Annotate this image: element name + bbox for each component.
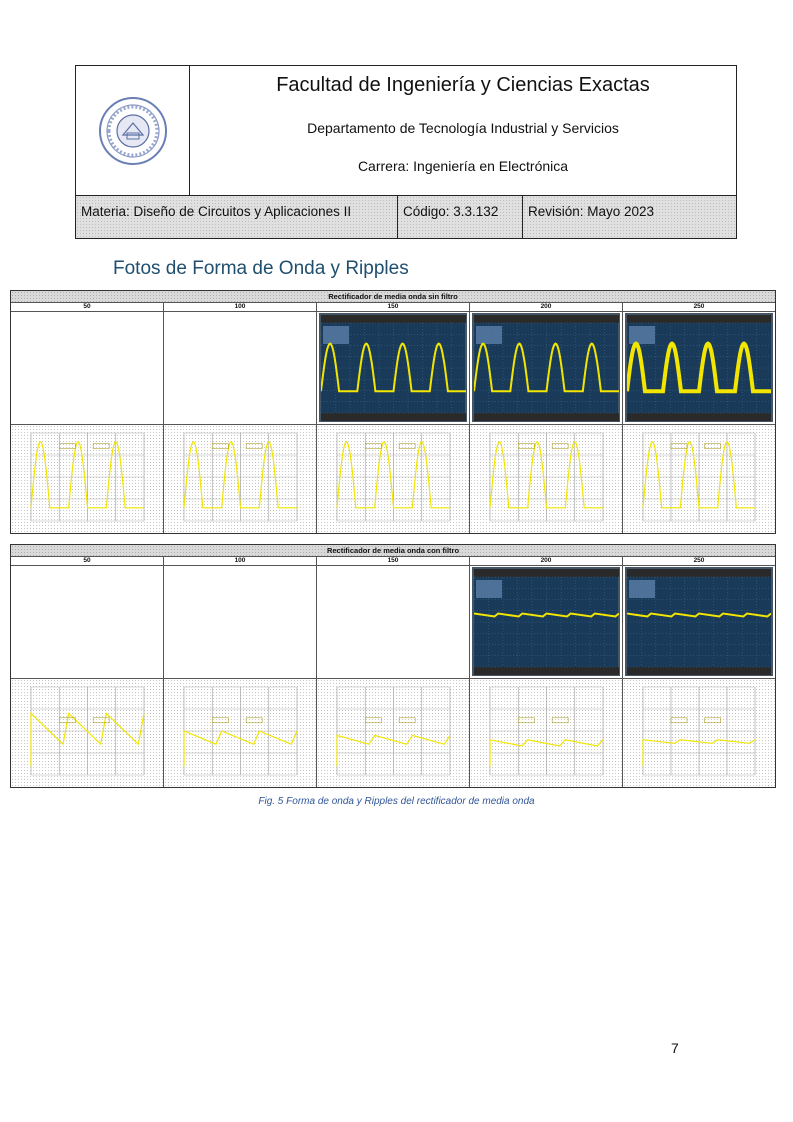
simulation-plot-cell — [317, 425, 470, 533]
oscilloscope-photo — [472, 313, 620, 422]
simulation-plot — [336, 432, 451, 522]
simulation-plot — [489, 432, 604, 522]
simulation-plot-cell — [623, 679, 775, 787]
logo-cell — [76, 66, 190, 195]
table-title: Rectificador de media onda con filtro — [11, 545, 775, 557]
simulation-trace — [489, 441, 603, 509]
subject-label: Materia: Diseño de Circuitos y Aplicacio… — [76, 196, 398, 238]
column-header-100: 100 — [164, 556, 317, 565]
simulation-trace — [642, 440, 755, 509]
oscilloscope-screen — [625, 315, 771, 421]
scope-photo-cell — [11, 311, 164, 425]
document-header: Facultad de Ingeniería y Ciencias Exacta… — [75, 65, 737, 239]
waveform-table-with-filter: Rectificador de media onda con filtro 50… — [10, 544, 776, 788]
simulation-plot-cell — [164, 679, 317, 787]
simulation-plot-cell — [11, 679, 164, 787]
scope-photo-cell — [317, 311, 470, 425]
scope-photo-cell — [164, 565, 317, 679]
simulation-trace — [336, 734, 451, 767]
simulation-plot-cell — [623, 425, 775, 533]
table-title: Rectificador de media onda sin filtro — [11, 291, 775, 303]
scope-photo-cell — [470, 565, 623, 679]
waveform-table-no-filter: Rectificador de media onda sin filtro 50… — [10, 290, 776, 534]
scope-photo-cell — [623, 565, 775, 679]
simulation-trace — [183, 730, 298, 767]
simulation-plot — [183, 686, 298, 776]
figure-caption: Fig. 5 Forma de onda y Ripples del recti… — [258, 796, 535, 807]
column-header-250: 250 — [693, 303, 705, 310]
scope-photo-cell — [11, 565, 164, 679]
university-seal-icon — [98, 96, 167, 165]
simulation-plot-cell — [164, 425, 317, 533]
simulation-trace — [30, 711, 145, 767]
simulation-trace — [30, 441, 144, 509]
simulation-plot — [30, 686, 145, 776]
column-header-150: 150 — [317, 556, 470, 565]
column-headers: 50 100 150 200 250 — [11, 556, 775, 566]
simulation-plot — [336, 686, 451, 776]
column-header-150: 150 — [317, 302, 470, 311]
code-label: Código: 3.3.132 — [398, 196, 523, 238]
simulation-plot — [30, 432, 145, 522]
simulation-plot — [183, 432, 298, 522]
column-header-200: 200 — [470, 302, 623, 311]
simulation-plot — [642, 432, 756, 522]
simulation-plot-cell — [470, 425, 623, 533]
simulation-plot-cell — [470, 679, 623, 787]
scope-photo-cell — [317, 565, 470, 679]
column-header-200: 200 — [470, 556, 623, 565]
career-name: Carrera: Ingeniería en Electrónica — [357, 158, 569, 174]
simulation-trace — [489, 739, 604, 767]
simulation-plot-cell — [11, 425, 164, 533]
institution-title: Facultad de Ingeniería y Ciencias Exacta… — [276, 74, 650, 96]
column-header-250: 250 — [693, 557, 705, 564]
oscilloscope-screen — [626, 569, 772, 675]
column-header-50: 50 — [11, 302, 164, 311]
page-number: 7 — [671, 1040, 679, 1056]
scope-photo-cell — [623, 311, 775, 425]
simulation-plot-cell — [317, 679, 470, 787]
section-title: Fotos de Forma de Onda y Ripples — [113, 258, 409, 279]
header-title-cell: Facultad de Ingeniería y Ciencias Exacta… — [190, 66, 736, 195]
simulation-plot — [642, 686, 756, 776]
column-header-100: 100 — [164, 302, 317, 311]
oscilloscope-photo — [319, 313, 467, 422]
oscilloscope-photo — [472, 567, 620, 676]
oscilloscope-screen — [473, 315, 620, 421]
simulation-trace — [642, 739, 756, 767]
header-info-row: Materia: Diseño de Circuitos y Aplicacio… — [76, 195, 736, 238]
scope-photo-cell — [164, 311, 317, 425]
revision-label: Revisión: Mayo 2023 — [528, 204, 655, 219]
oscilloscope-screen — [320, 315, 467, 421]
oscilloscope-screen — [473, 569, 620, 675]
department-name: Departamento de Tecnología Industrial y … — [307, 120, 619, 136]
oscilloscope-photo — [625, 567, 773, 676]
column-header-50: 50 — [11, 556, 164, 565]
simulation-plot — [489, 686, 604, 776]
simulation-trace — [183, 441, 297, 509]
scope-photo-cell — [470, 311, 623, 425]
oscilloscope-photo — [625, 313, 773, 422]
column-headers: 50 100 150 200 250 — [11, 302, 775, 312]
simulation-trace — [336, 441, 450, 509]
